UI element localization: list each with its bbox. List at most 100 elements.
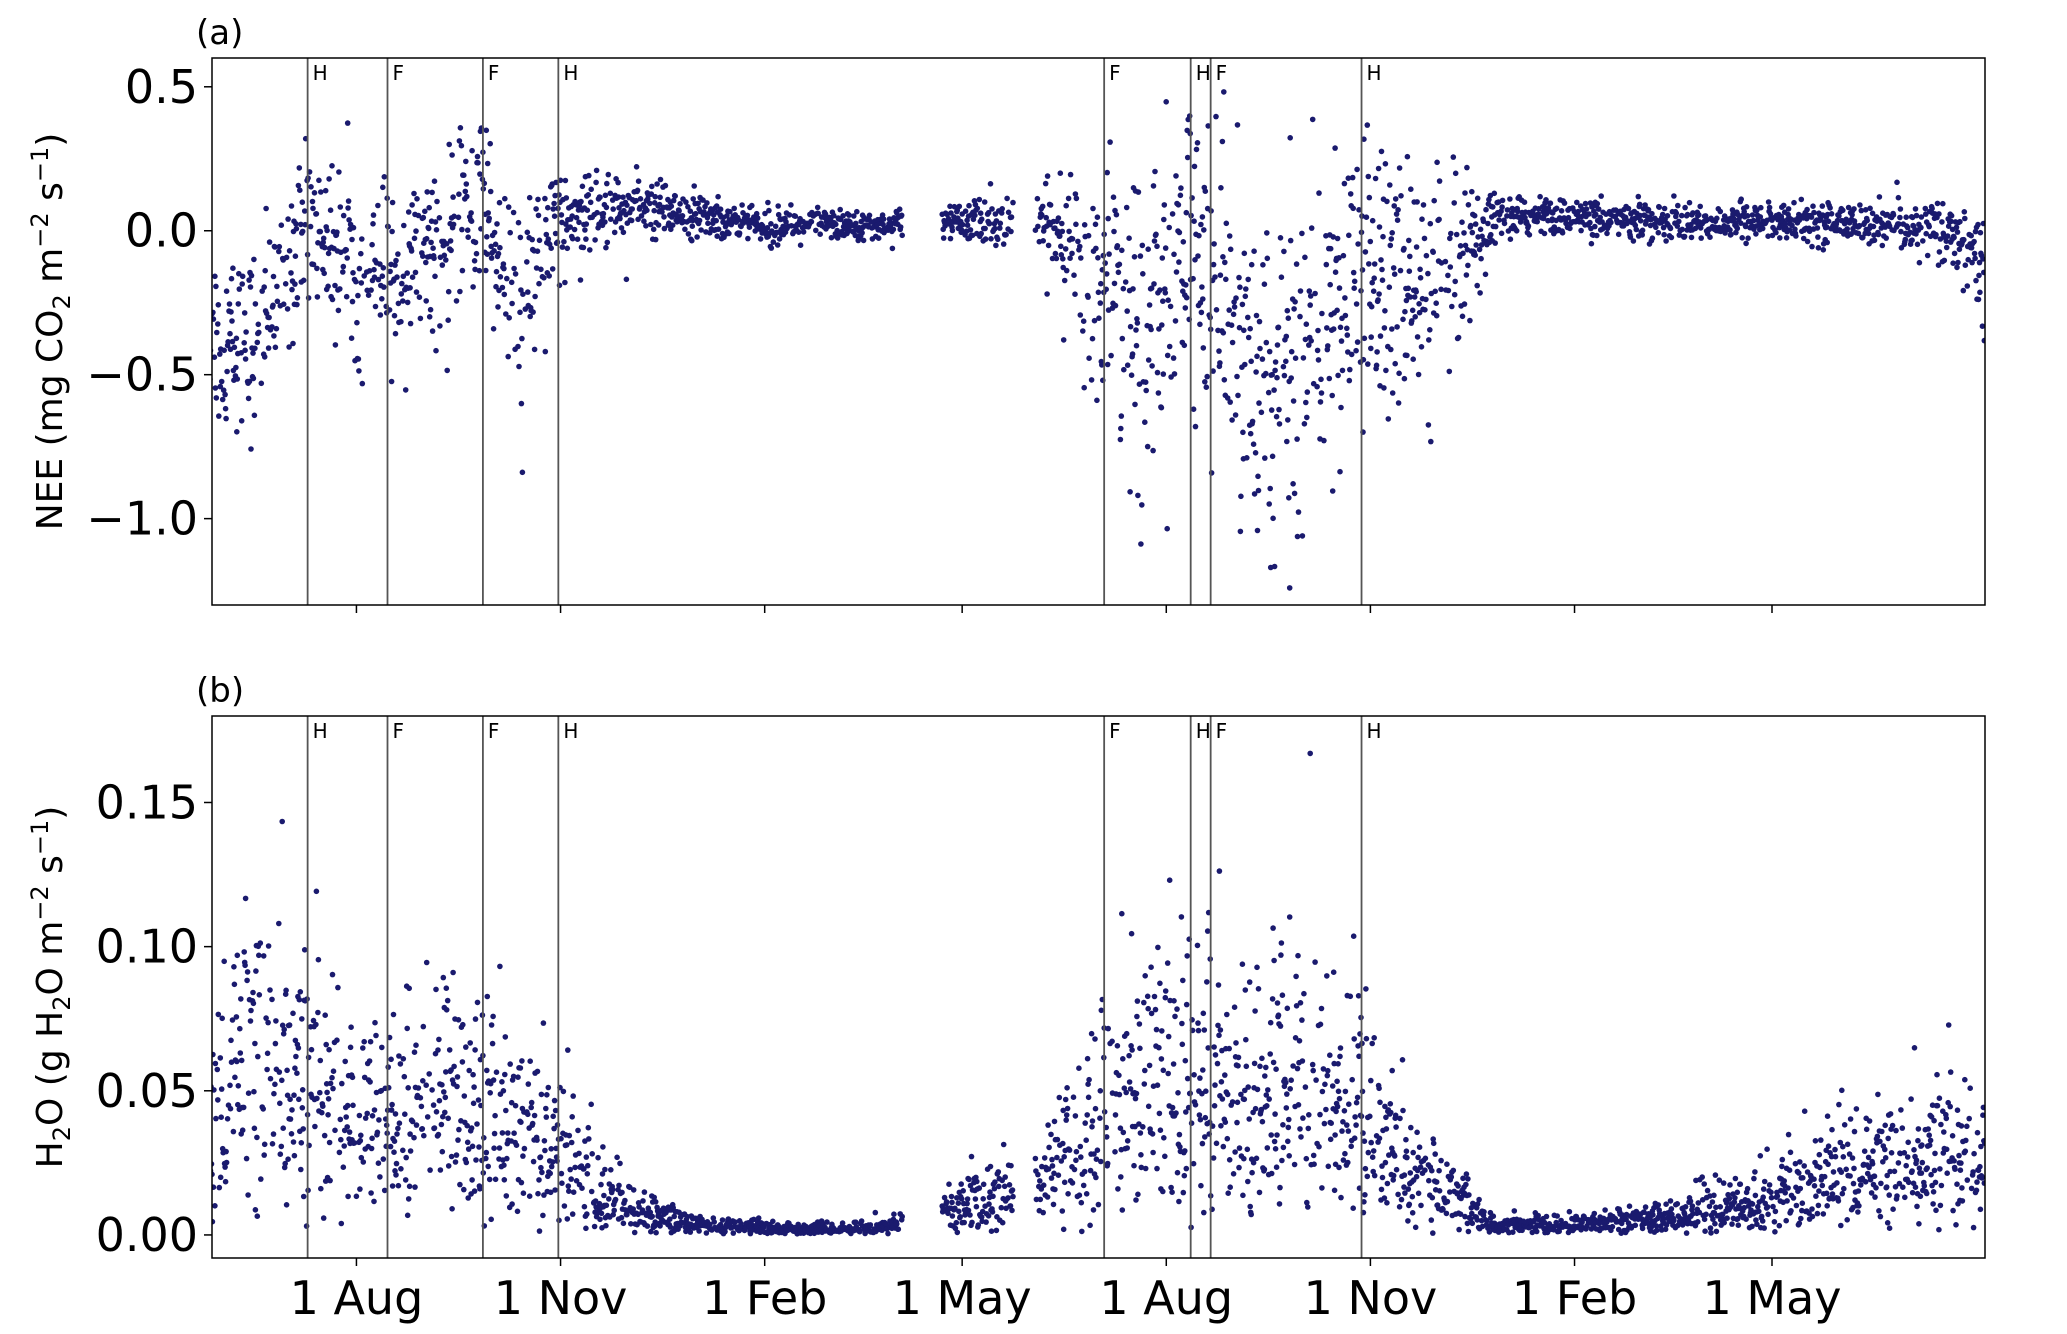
data-point	[1440, 1206, 1446, 1213]
data-point	[263, 205, 269, 212]
data-point	[1587, 219, 1593, 226]
data-point	[512, 271, 519, 277]
data-point	[1909, 237, 1915, 243]
data-point	[497, 244, 503, 251]
data-point	[1403, 297, 1410, 304]
data-point	[704, 200, 710, 206]
data-point	[300, 1193, 307, 1200]
data-point	[1340, 1119, 1346, 1125]
data-point	[558, 212, 565, 218]
data-point	[1263, 1092, 1270, 1098]
data-point	[1069, 250, 1075, 257]
data-point	[212, 1203, 218, 1209]
data-point	[409, 274, 416, 281]
data-point	[1291, 306, 1297, 312]
data-point	[344, 255, 351, 261]
data-point	[325, 1096, 332, 1102]
data-point	[710, 212, 717, 218]
data-point	[317, 1089, 323, 1096]
data-point	[518, 1119, 524, 1125]
data-point	[1334, 235, 1341, 242]
data-point	[1375, 297, 1381, 303]
data-point	[1407, 294, 1414, 300]
data-point	[1686, 199, 1693, 206]
data-point	[389, 199, 396, 206]
data-point	[1758, 1213, 1765, 1220]
data-point	[1134, 998, 1141, 1004]
data-point	[1135, 492, 1141, 499]
data-point	[1223, 276, 1229, 283]
data-point	[477, 171, 483, 177]
data-point	[242, 347, 248, 354]
data-point	[1679, 226, 1685, 233]
data-point	[1293, 1003, 1300, 1009]
data-point	[948, 210, 954, 216]
data-point	[232, 1074, 238, 1081]
data-point	[274, 298, 281, 305]
data-point	[270, 302, 276, 309]
data-point	[1251, 1060, 1258, 1067]
data-point	[1768, 1189, 1774, 1196]
data-point	[1088, 377, 1095, 383]
data-point	[1414, 199, 1420, 205]
data-point	[550, 1113, 556, 1120]
data-point	[1765, 1211, 1771, 1218]
data-point	[568, 1176, 574, 1182]
data-point	[1201, 1027, 1208, 1033]
data-point	[1367, 238, 1374, 245]
data-point	[1056, 1094, 1063, 1101]
data-point	[1645, 206, 1652, 213]
data-point	[1711, 1192, 1717, 1199]
data-point	[1087, 1222, 1093, 1229]
data-point	[1049, 1163, 1056, 1169]
data-point	[278, 1143, 285, 1150]
data-point	[473, 1157, 479, 1163]
data-point	[1755, 1203, 1761, 1210]
data-point	[228, 1037, 234, 1044]
data-point	[1034, 195, 1041, 202]
data-point	[402, 387, 409, 393]
data-point	[1244, 455, 1250, 461]
data-point	[294, 1070, 300, 1076]
data-point	[471, 258, 478, 264]
data-point	[345, 198, 352, 204]
data-point	[1422, 1155, 1429, 1162]
data-point	[1060, 337, 1067, 343]
event-label: F	[1109, 61, 1121, 85]
event-label: H	[563, 61, 578, 85]
data-point	[1182, 1057, 1189, 1064]
data-point	[1179, 1041, 1186, 1048]
data-point	[1078, 1199, 1085, 1206]
data-point	[265, 943, 272, 949]
data-point	[1702, 1228, 1708, 1234]
data-point	[1667, 1198, 1674, 1204]
data-point	[1898, 228, 1904, 235]
data-point	[860, 237, 867, 244]
data-point	[795, 229, 802, 235]
data-point	[1405, 1218, 1411, 1224]
data-point	[1142, 1067, 1148, 1074]
data-point	[586, 1136, 592, 1142]
data-point	[731, 205, 737, 212]
data-point	[334, 229, 340, 235]
data-point	[1904, 224, 1911, 231]
data-point	[1296, 1038, 1303, 1044]
data-point	[1513, 228, 1520, 234]
data-point	[432, 219, 439, 225]
data-point	[1417, 266, 1423, 273]
data-point	[1063, 1112, 1070, 1118]
data-point	[1902, 236, 1909, 243]
data-point	[1148, 326, 1154, 333]
data-point	[1238, 1091, 1244, 1098]
data-point	[1098, 1007, 1105, 1014]
data-point	[1862, 207, 1869, 213]
data-point	[603, 1202, 610, 1209]
data-point	[1323, 1106, 1329, 1113]
data-point	[1195, 1020, 1201, 1026]
data-point	[388, 1056, 394, 1063]
data-point	[243, 329, 249, 335]
data-point	[949, 227, 956, 234]
data-point	[1103, 271, 1110, 277]
data-point	[488, 255, 495, 261]
data-point	[1268, 1170, 1275, 1177]
